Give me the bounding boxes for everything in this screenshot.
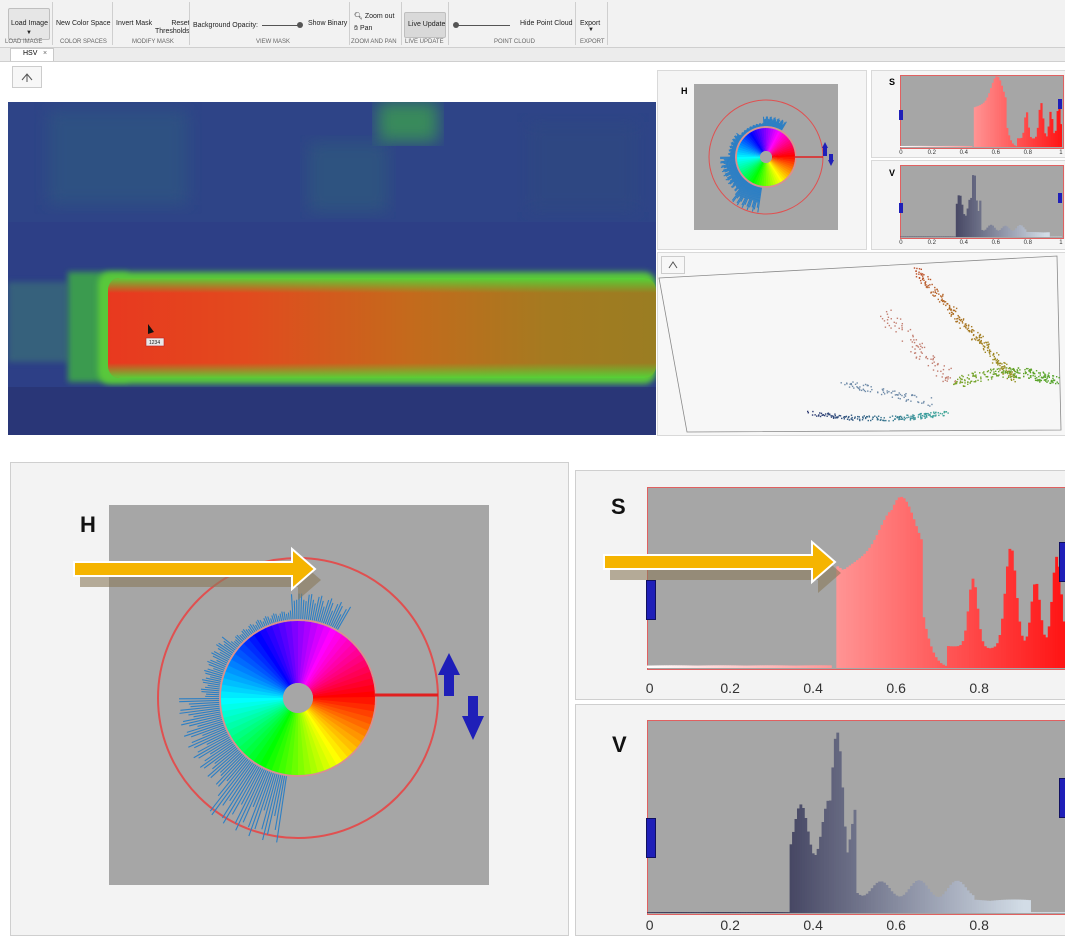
arrow-down-icon[interactable] [462, 696, 484, 740]
value-zoom-tick-label: 0.8 [969, 917, 988, 933]
pixel-value-tag: 1234 [149, 340, 160, 346]
image-view[interactable]: 1234 [8, 102, 656, 435]
show-binary-checkbox[interactable]: Show Binary [308, 20, 347, 27]
live-update-label: Live Update [408, 21, 445, 28]
hide-point-cloud-checkbox[interactable]: Hide Point Cloud [520, 20, 573, 27]
restore-view-icon [13, 67, 41, 87]
saturation-high-handle[interactable] [1058, 99, 1062, 109]
saturation-histogram[interactable] [900, 75, 1062, 147]
section-live-update: LIVE UPDATE [405, 39, 444, 45]
new-color-space-button[interactable]: New Color Space [56, 20, 110, 27]
saturation-tick-label: 0 [899, 150, 902, 156]
image-axes-toolbar-button[interactable] [12, 66, 42, 88]
saturation-tick-label: 0.2 [928, 150, 936, 156]
tab-hsv-label: HSV [23, 50, 37, 57]
reset-thresholds-button[interactable]: Reset Thresholds [155, 20, 190, 36]
chevron-down-icon: ▼ [26, 30, 32, 36]
section-view-mask: VIEW MASK [256, 39, 290, 45]
saturation-zoom-high-handle[interactable] [1059, 542, 1065, 582]
value-tick-label: 0.4 [960, 240, 968, 246]
arrow-up-icon[interactable] [438, 653, 460, 696]
hue-zoom-wheel[interactable] [60, 500, 510, 900]
close-icon[interactable]: × [43, 50, 47, 57]
saturation-zoom-tick-label: 0.4 [803, 680, 822, 696]
value-channel-label: V [889, 168, 895, 178]
value-zoom-tick-label: 0.2 [720, 917, 739, 933]
zoom-out-icon: 🔍︎ [354, 13, 363, 20]
toolstrip: Load Image ▼ New Color Space Invert Mask… [0, 0, 1065, 48]
point-cloud-slider-track[interactable] [455, 25, 510, 26]
value-tick-label: 0 [899, 240, 902, 246]
saturation-zoom-tick-label: 0.2 [720, 680, 739, 696]
saturation-tick-label: 0.4 [960, 150, 968, 156]
background-opacity-label: Background Opacity: [193, 22, 258, 29]
section-zoom-and-pan: ZOOM AND PAN [351, 39, 397, 45]
saturation-zoom-tick-label: 0.6 [886, 680, 905, 696]
hue-channel-label: H [681, 86, 688, 96]
value-high-handle[interactable] [1058, 193, 1062, 203]
value-zoom-low-handle[interactable] [646, 818, 656, 858]
value-zoom-tick-label: 0.4 [803, 917, 822, 933]
pan-button[interactable]: ✋︎ Pan [354, 25, 372, 33]
tab-hsv[interactable]: HSV × [10, 48, 54, 61]
section-color-spaces: COLOR SPACES [60, 39, 107, 45]
hue-color-wheel [720, 117, 796, 213]
saturation-channel-label: S [889, 77, 895, 87]
export-label: Export [580, 20, 600, 27]
point-cloud-slider-thumb[interactable] [453, 22, 459, 28]
saturation-tick-label: 0.8 [1024, 150, 1032, 156]
value-zoom-histogram[interactable] [647, 720, 1065, 913]
tab-strip: HSV × [0, 48, 1065, 62]
saturation-tick-label: 1 [1059, 150, 1062, 156]
zoom-out-label: Zoom out [365, 13, 395, 20]
export-button[interactable]: Export▼ [580, 20, 600, 33]
value-tick-label: 0.6 [992, 240, 1000, 246]
chevron-down-icon: ▼ [580, 27, 600, 33]
value-low-handle[interactable] [899, 203, 903, 213]
invert-mask-button[interactable]: Invert Mask [116, 20, 152, 27]
value-tick-label: 1 [1059, 240, 1062, 246]
value-tick-label: 0.2 [928, 240, 936, 246]
load-image-button[interactable]: Load Image ▼ [8, 8, 50, 40]
hue-wheel-plot[interactable] [694, 84, 838, 230]
saturation-zoom-channel-label: S [611, 494, 626, 520]
point-cloud-plot[interactable] [657, 252, 1065, 434]
value-histogram[interactable] [900, 165, 1062, 237]
pan-icon: ✋︎ [354, 25, 358, 32]
highlight-arrow-icon [600, 540, 850, 610]
opacity-slider-thumb[interactable] [297, 22, 303, 28]
section-point-cloud: POINT CLOUD [494, 39, 535, 45]
zoom-out-button[interactable]: 🔍︎ Zoom out [354, 12, 394, 20]
opacity-slider-track[interactable] [262, 25, 302, 26]
section-export: EXPORT [580, 39, 605, 45]
highlight-arrow-icon [74, 549, 321, 600]
saturation-tick-label: 0.6 [992, 150, 1000, 156]
live-update-button[interactable]: Live Update [404, 12, 446, 38]
value-zoom-channel-label: V [612, 732, 627, 758]
value-zoom-tick-label: 0.6 [886, 917, 905, 933]
value-zoom-high-handle[interactable] [1059, 778, 1065, 818]
saturation-zoom-tick-label: 0.8 [969, 680, 988, 696]
section-load-image: LOAD IMAGE [5, 39, 42, 45]
saturation-low-handle[interactable] [899, 110, 903, 120]
saturation-zoom-tick-label: 0 [646, 680, 654, 696]
section-modify-mask: MODIFY MASK [132, 39, 174, 45]
value-tick-label: 0.8 [1024, 240, 1032, 246]
pan-label: Pan [360, 25, 372, 32]
arrow-down-icon[interactable] [828, 154, 834, 166]
load-image-label: Load Image [11, 20, 48, 27]
value-zoom-tick-label: 0 [646, 917, 654, 933]
